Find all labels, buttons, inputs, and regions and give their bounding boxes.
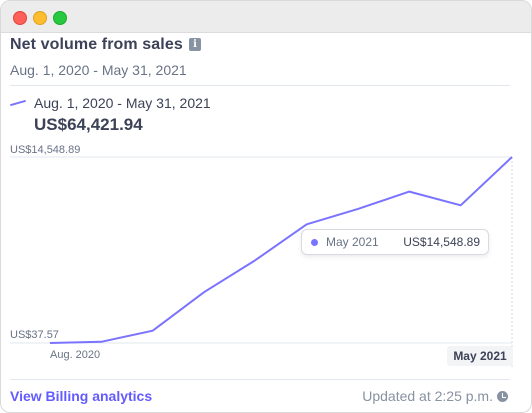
x-axis-end-label: May 2021 xyxy=(447,346,513,366)
clock-icon xyxy=(497,391,508,402)
data-point-aug-2020[interactable] xyxy=(44,337,56,349)
data-point-nov-2020[interactable] xyxy=(198,286,210,298)
data-point-dec-2020[interactable] xyxy=(249,254,261,266)
info-icon[interactable]: i xyxy=(189,38,201,51)
tooltip-series-dot xyxy=(311,239,318,246)
updated-timestamp: Updated at 2:25 p.m. xyxy=(362,388,493,404)
minimize-window-button[interactable] xyxy=(33,11,47,25)
y-axis-max-label: US$14,548.89 xyxy=(10,144,81,156)
card-title: Net volume from sales xyxy=(10,36,183,53)
maximize-window-button[interactable] xyxy=(53,11,67,25)
data-point-apr-2021[interactable] xyxy=(455,199,467,211)
date-range: Aug. 1, 2020 - May 31, 2021 xyxy=(10,62,187,78)
x-axis-start-label: Aug. 2020 xyxy=(50,349,101,361)
footer-divider xyxy=(10,379,510,380)
data-point-mar-2021[interactable] xyxy=(403,186,415,198)
close-window-button[interactable] xyxy=(13,11,27,25)
chart-tooltip: May 2021 US$14,548.89 xyxy=(301,229,489,255)
view-billing-analytics-link[interactable]: View Billing analytics xyxy=(10,388,153,404)
data-point-sep-2020[interactable] xyxy=(95,336,107,348)
y-axis-min-label: US$37.57 xyxy=(10,329,59,341)
header-divider xyxy=(10,85,510,86)
tooltip-label: May 2021 xyxy=(326,235,379,249)
series-line-0 xyxy=(49,156,513,344)
data-point-oct-2020[interactable] xyxy=(147,325,159,337)
window-titlebar xyxy=(1,1,531,33)
tooltip-value: US$14,548.89 xyxy=(403,235,480,249)
data-point-feb-2021[interactable] xyxy=(352,203,364,215)
total-amount: US$64,421.94 xyxy=(34,115,143,134)
legend-label: Aug. 1, 2020 - May 31, 2021 xyxy=(34,95,211,111)
data-point-may-2021[interactable] xyxy=(506,151,518,163)
